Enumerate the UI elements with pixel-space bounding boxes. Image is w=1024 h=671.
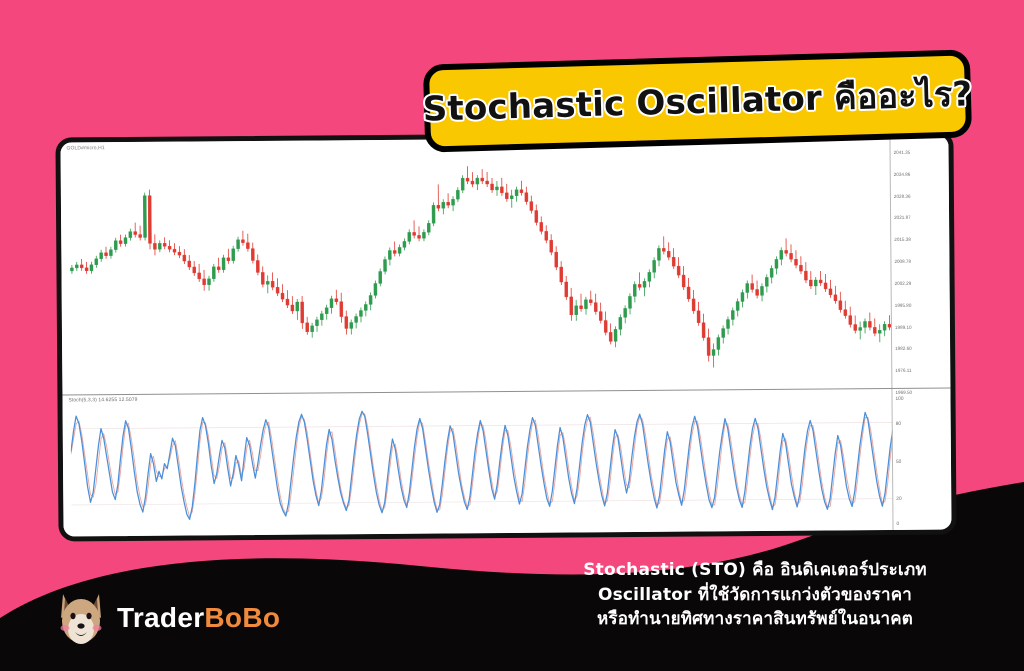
chart-canvas: GOLD#micro,H1 2041.35 2034.86 2028.36 2021.… bbox=[60, 135, 952, 537]
brand-name: TraderBoBo bbox=[117, 602, 280, 634]
price-axis-tick: 2041.35 bbox=[893, 149, 911, 155]
title-banner: Stochastic Oscillator คืออะไร? bbox=[422, 49, 973, 153]
price-axis-tick: 2021.87 bbox=[894, 215, 911, 221]
caption-line-1: Stochastic (STO) คือ อินดิเคเตอร์ประเภท bbox=[583, 560, 927, 580]
brand-name-accent: BoBo bbox=[204, 602, 281, 633]
stochastic-axis-tick: 100 bbox=[895, 396, 904, 402]
caption-line-3: หรือทำนายทิศทางราคาสินทรัพย์ในอนาคต bbox=[596, 609, 914, 630]
price-axis: 2041.35 2034.86 2028.36 2021.87 2015.38 2008.… bbox=[889, 135, 951, 395]
brand-name-primary: Trader bbox=[117, 602, 205, 633]
stochastic-series bbox=[70, 410, 894, 520]
stochastic-plot-area bbox=[70, 397, 894, 530]
price-axis-tick: 1982.60 bbox=[895, 346, 912, 352]
brand-logo: TraderBoBo bbox=[55, 588, 280, 648]
price-axis-tick: 2028.36 bbox=[893, 193, 911, 199]
caption-line-2: Oscillator ที่ใช้วัดการแกว่งตัวของราคา bbox=[597, 584, 913, 605]
stochastic-axis-tick: 50 bbox=[895, 459, 902, 465]
stochastic-axis-tick: 80 bbox=[895, 421, 902, 427]
price-axis-tick: 1989.10 bbox=[894, 324, 912, 330]
candlestick-plot-area bbox=[69, 148, 893, 390]
symbol-label: GOLD#micro,H1 bbox=[66, 145, 105, 152]
stochastic-axis-tick: 0 bbox=[896, 521, 900, 527]
price-axis-tick: 2034.86 bbox=[893, 171, 911, 177]
price-axis-tick: 2002.29 bbox=[894, 280, 912, 286]
candlestick-series bbox=[70, 166, 892, 368]
price-axis-tick: 2008.78 bbox=[894, 258, 912, 265]
title-text: Stochastic Oscillator คืออะไร? bbox=[422, 74, 973, 130]
price-axis-tick: 1976.11 bbox=[895, 367, 912, 374]
price-pane: GOLD#micro,H1 2041.35 2034.86 2028.36 2021.… bbox=[60, 135, 951, 395]
price-axis-tick: 1995.80 bbox=[894, 302, 912, 308]
stochastic-axis-tick: 20 bbox=[896, 496, 902, 502]
trading-chart-card: GOLD#micro,H1 2041.35 2034.86 2028.36 2021.… bbox=[55, 130, 957, 542]
stochastic-pane: Stoch(5,3,3) 14.6255 12.5079 100 80 50 20 0 bbox=[62, 388, 952, 537]
caption-block: Stochastic (STO) คือ อินดิเคเตอร์ประเภท … bbox=[520, 558, 990, 632]
stochastic-axis: 100 80 50 20 0 bbox=[891, 388, 952, 530]
shiba-dog-face-icon bbox=[60, 594, 102, 644]
price-axis-tick: 2015.38 bbox=[894, 237, 911, 243]
